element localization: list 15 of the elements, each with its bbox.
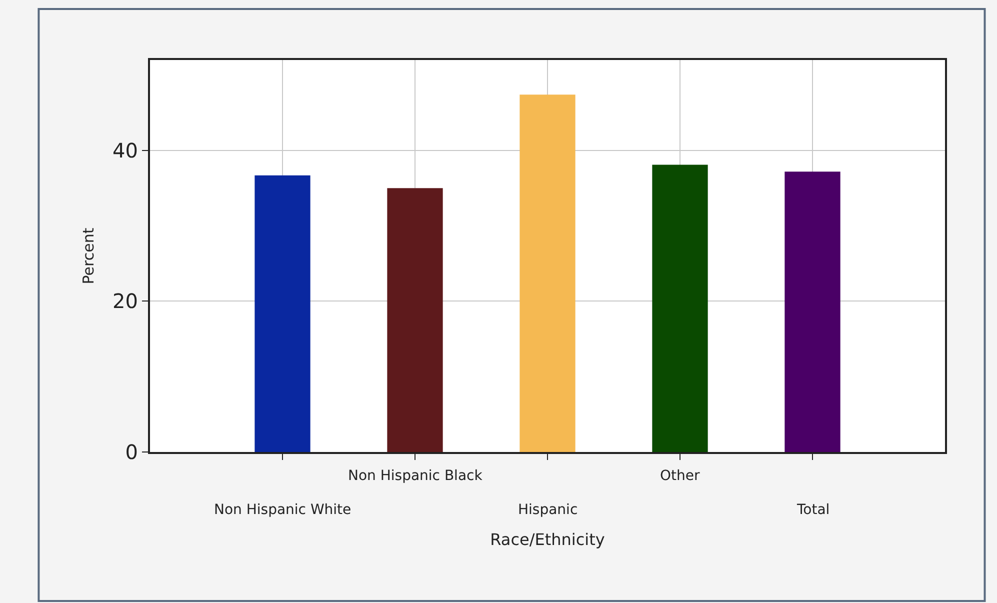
- x-axis-title: Race/Ethnicity: [490, 530, 605, 550]
- bar: [652, 164, 708, 452]
- y-axis-title: Percent: [79, 228, 98, 284]
- y-tick-label: 20: [112, 289, 138, 314]
- bar: [254, 175, 310, 452]
- x-tick-label: Non Hispanic Black: [348, 468, 484, 484]
- bar: [784, 172, 840, 452]
- y-tick-label: 0: [125, 440, 138, 464]
- x-tick-label: Non Hispanic White: [214, 502, 352, 518]
- x-tick-label: Other: [660, 468, 700, 484]
- y-tick-label: 40: [112, 138, 138, 162]
- bar: [387, 188, 443, 452]
- bar: [520, 94, 576, 452]
- x-tick-label: Hispanic: [518, 502, 578, 518]
- x-tick-label: Total: [796, 502, 830, 518]
